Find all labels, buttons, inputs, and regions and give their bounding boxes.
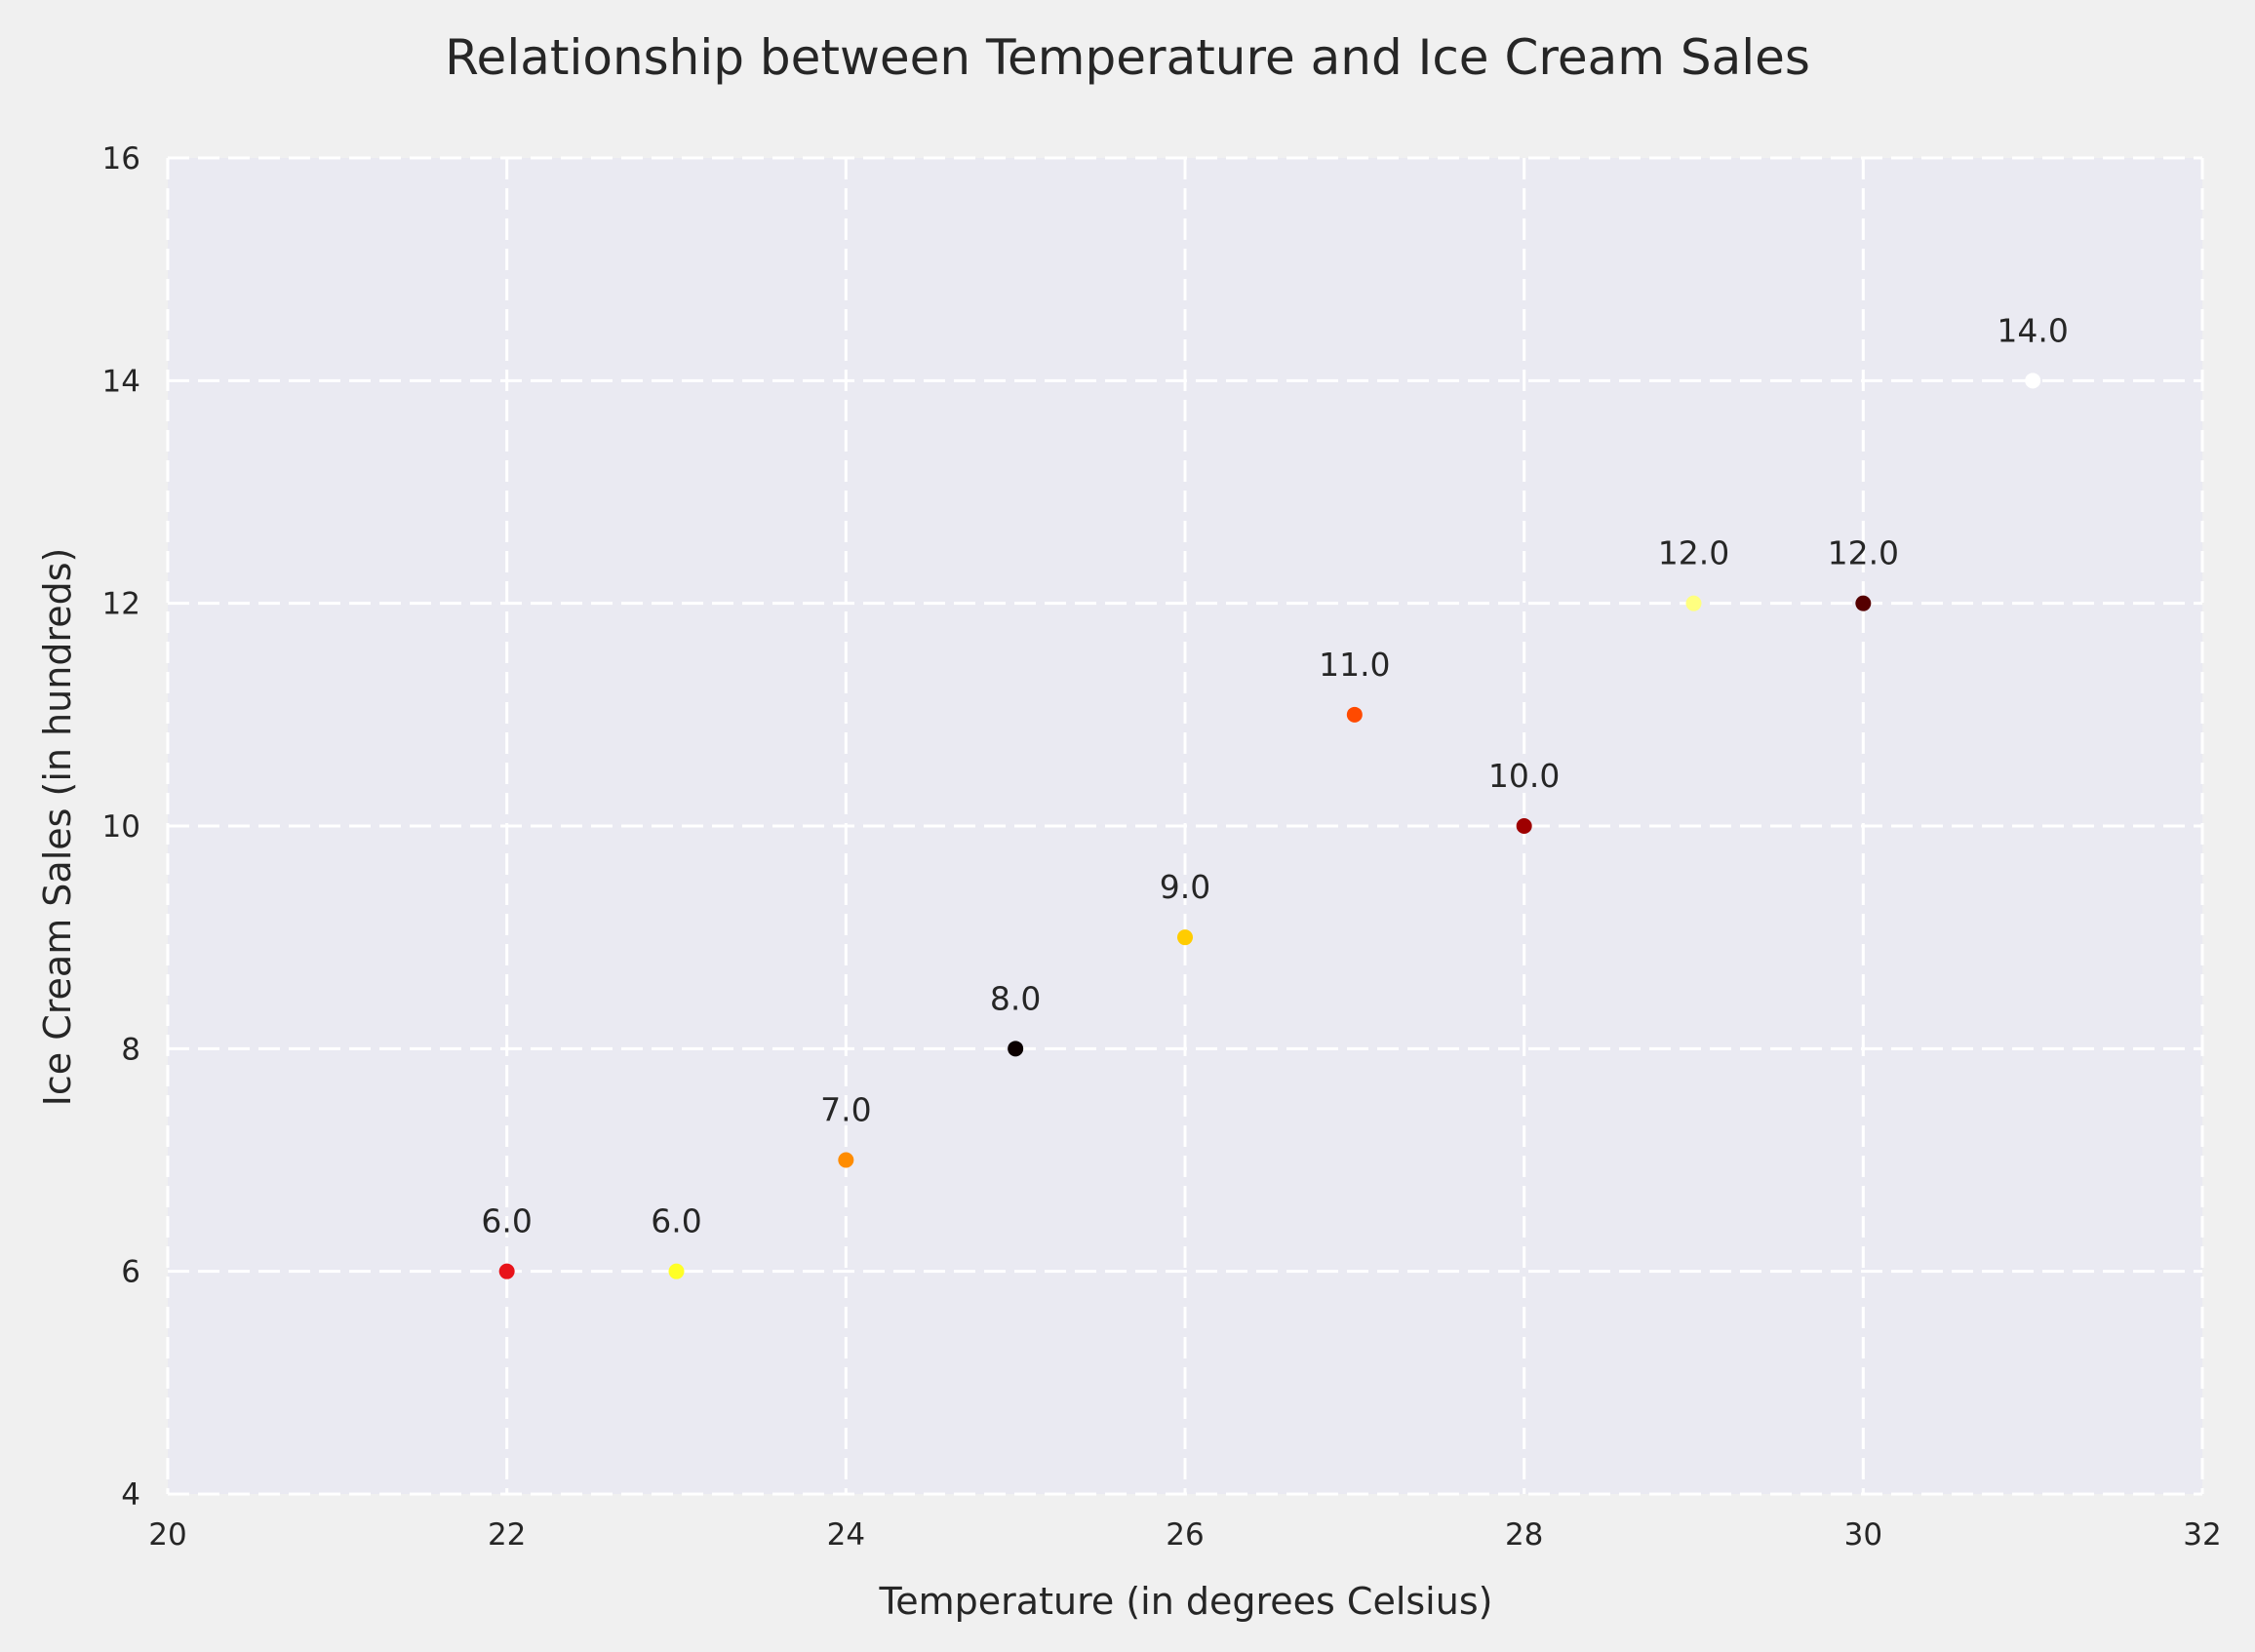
data-label: 10.0 [1488,757,1560,795]
x-tick-label: 20 [148,1517,186,1553]
y-tick-label: 10 [102,809,140,845]
data-label: 14.0 [1997,311,2068,349]
data-point [1177,929,1193,946]
data-points [498,373,2041,1279]
data-point [498,1263,515,1279]
data-point [1008,1041,1024,1057]
y-tick-label: 6 [121,1255,140,1290]
data-label: 8.0 [990,979,1041,1017]
data-labels: 6.0 6.0 7.0 8.0 9.0 11.0 10.0 12.0 12.0 14.0 [481,311,2068,1239]
y-tick-label: 4 [121,1477,140,1513]
y-axis-label: Ice Cream Sales (in hundreds) [36,548,79,1107]
x-axis-label: Temperature (in degrees Celsius) [879,1580,1493,1623]
data-point [2025,373,2041,389]
x-tick-label: 24 [827,1517,865,1553]
data-label: 12.0 [1658,534,1729,572]
data-label: 12.0 [1828,534,1899,572]
data-label: 7.0 [820,1091,871,1129]
x-tick-label: 30 [1844,1517,1882,1553]
x-tick-labels: 20 22 24 26 28 30 32 [148,1517,2221,1553]
data-point [668,1263,685,1279]
data-point [1346,706,1363,723]
x-tick-label: 32 [2183,1517,2221,1553]
chart-title: Relationship between Temperature and Ice… [445,29,1810,86]
data-label: 9.0 [1160,868,1210,906]
x-tick-label: 22 [488,1517,526,1553]
data-label: 6.0 [481,1202,532,1240]
data-point [1685,595,1702,611]
y-tick-label: 12 [102,587,140,622]
data-point [1516,818,1532,834]
x-tick-label: 26 [1166,1517,1204,1553]
y-tick-label: 16 [102,141,140,177]
y-tick-labels: 4 6 8 10 12 14 16 [102,141,140,1513]
data-point [1855,595,1872,611]
data-label: 6.0 [651,1202,701,1240]
data-label: 11.0 [1319,646,1390,684]
y-tick-label: 14 [102,364,140,399]
x-tick-label: 28 [1505,1517,1543,1553]
data-point [838,1152,854,1168]
y-tick-label: 8 [121,1032,140,1067]
